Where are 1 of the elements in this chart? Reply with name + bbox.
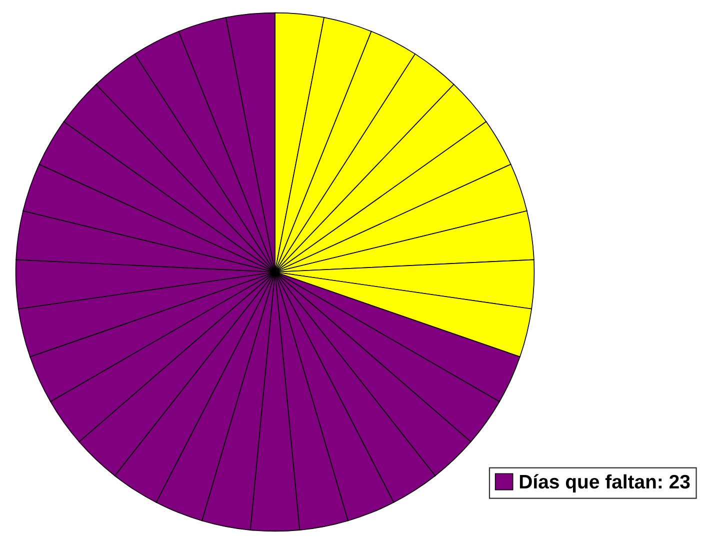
legend-label: Días que faltan: 23: [520, 474, 690, 492]
